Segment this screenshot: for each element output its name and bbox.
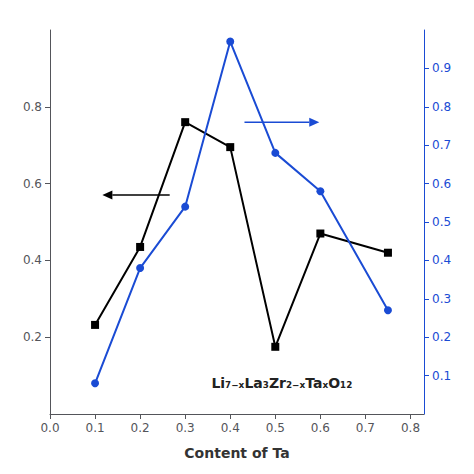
- svg-text:0.4: 0.4: [432, 253, 451, 267]
- svg-text:Li₇₋ₓLa₃Zr₂₋ₓTaₓO₁₂: Li₇₋ₓLa₃Zr₂₋ₓTaₓO₁₂: [211, 375, 352, 391]
- svg-text:0.2: 0.2: [432, 330, 451, 344]
- svg-text:0.6: 0.6: [23, 177, 42, 191]
- svg-text:0.7: 0.7: [432, 138, 451, 152]
- svg-text:0.1: 0.1: [432, 369, 451, 383]
- svg-text:0.1: 0.1: [86, 421, 105, 435]
- svg-text:0.0: 0.0: [40, 421, 59, 435]
- svg-text:0.5: 0.5: [266, 421, 285, 435]
- svg-text:0.2: 0.2: [23, 330, 42, 344]
- svg-text:0.5: 0.5: [432, 215, 451, 229]
- svg-text:0.4: 0.4: [221, 421, 240, 435]
- svg-text:0.8: 0.8: [432, 100, 451, 114]
- svg-text:0.6: 0.6: [432, 177, 451, 191]
- svg-text:0.3: 0.3: [432, 292, 451, 306]
- svg-text:0.6: 0.6: [311, 421, 330, 435]
- svg-text:0.8: 0.8: [401, 421, 420, 435]
- svg-text:0.2: 0.2: [131, 421, 150, 435]
- svg-text:0.7: 0.7: [356, 421, 375, 435]
- svg-text:0.8: 0.8: [23, 100, 42, 114]
- svg-text:0.4: 0.4: [23, 253, 42, 267]
- svg-text:0.9: 0.9: [432, 61, 451, 75]
- svg-text:0.3: 0.3: [176, 421, 195, 435]
- svg-text:Content of Ta: Content of Ta: [184, 445, 289, 461]
